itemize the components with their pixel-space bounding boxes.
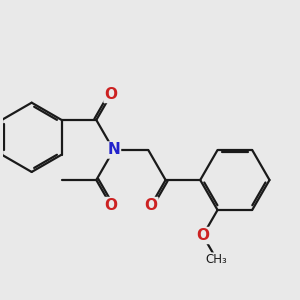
Text: O: O: [104, 198, 118, 213]
Text: O: O: [196, 228, 209, 243]
Text: O: O: [144, 198, 158, 213]
Text: CH₃: CH₃: [206, 253, 228, 266]
Text: O: O: [104, 87, 118, 102]
Text: N: N: [107, 142, 120, 158]
